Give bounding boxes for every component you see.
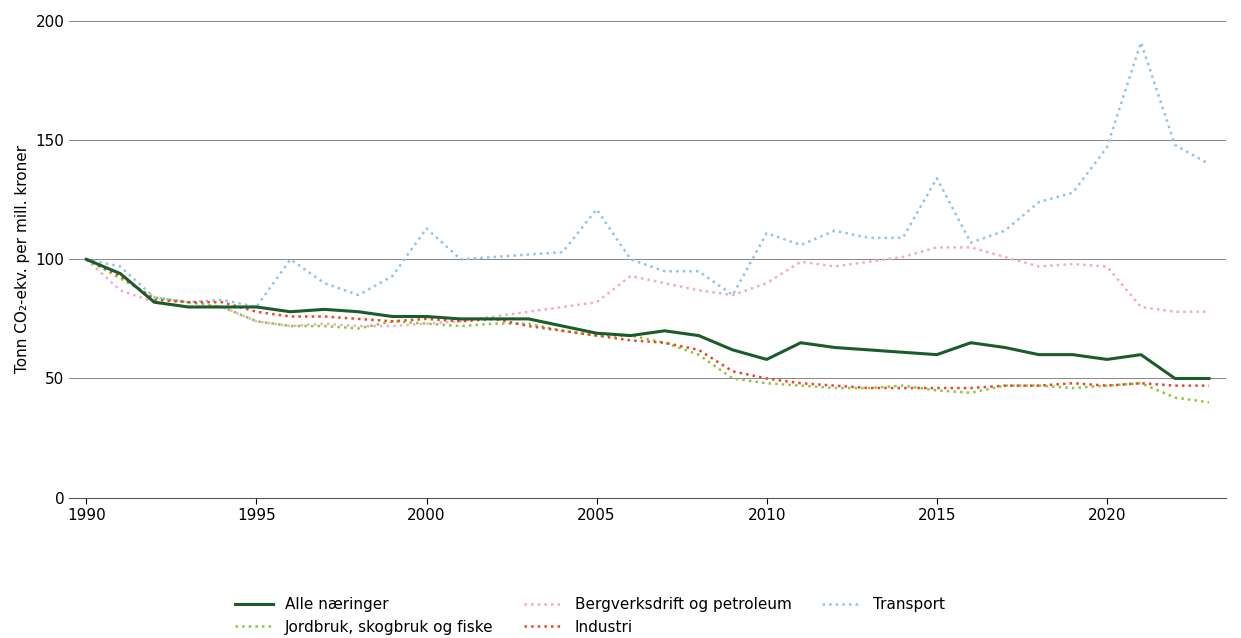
Legend: Alle næringer, Jordbruk, skogbruk og fiske, Bergverksdrift og petroleum, Industr: Alle næringer, Jordbruk, skogbruk og fis… <box>228 591 951 638</box>
Y-axis label: Tonn CO₂-ekv. per mill. kroner: Tonn CO₂-ekv. per mill. kroner <box>15 145 30 373</box>
